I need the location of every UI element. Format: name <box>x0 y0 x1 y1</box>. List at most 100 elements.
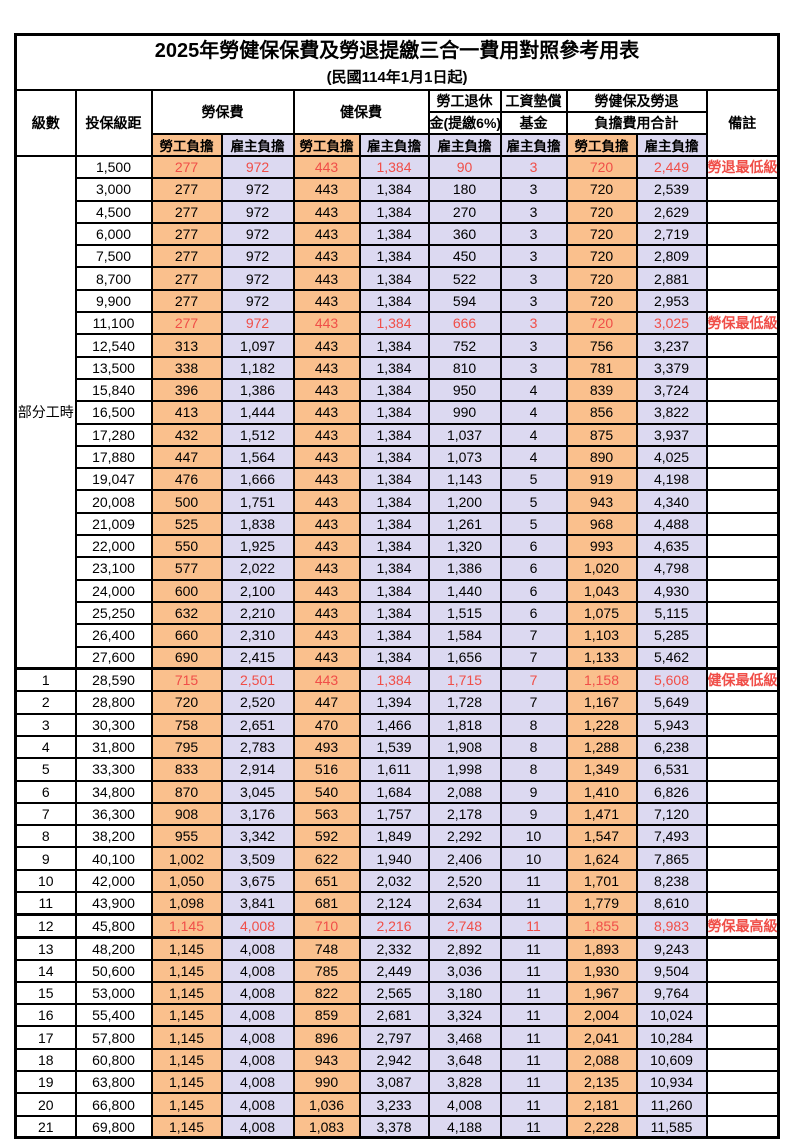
cell-level: 19 <box>14 1070 77 1095</box>
part-time-label-cell: 部分工時 <box>14 155 77 670</box>
cell-total-employer: 8,238 <box>635 868 708 894</box>
cell-total-employee: 1,075 <box>565 600 638 626</box>
cell-labor-employee: 720 <box>150 690 223 715</box>
cell-total-employee: 2,181 <box>565 1092 638 1117</box>
cell-health-employer: 1,757 <box>358 801 430 827</box>
table-row: 21,009 525 1,838 443 1,384 1,261 5 968 4,488 <box>16 511 780 537</box>
cell-pension-employer: 3,036 <box>427 958 502 983</box>
cell-health-employee: 822 <box>292 980 361 1006</box>
cell-labor-employee: 476 <box>150 467 223 492</box>
cell-total-employer: 3,237 <box>635 333 708 358</box>
cell-labor-employee: 277 <box>150 266 223 291</box>
cell-salary: 60,800 <box>74 1047 153 1073</box>
cell-total-employer: 5,608 <box>635 667 708 693</box>
cell-salary: 17,280 <box>74 422 153 447</box>
cell-total-employee: 1,020 <box>565 556 638 581</box>
cell-labor-employee: 1,145 <box>150 1003 223 1028</box>
cell-health-employer: 2,124 <box>358 890 430 916</box>
cell-wage-fund-employer: 8 <box>499 712 568 737</box>
col-header-pension-line2: 金(提繳6%) <box>427 111 502 135</box>
cell-note <box>705 1003 780 1028</box>
cell-salary: 57,800 <box>74 1025 153 1050</box>
cell-wage-fund-employer: 11 <box>499 958 568 983</box>
cell-note <box>705 757 780 782</box>
cell-labor-employer: 4,008 <box>220 1114 295 1139</box>
cell-wage-fund-employer: 11 <box>499 980 568 1006</box>
cell-labor-employee: 277 <box>150 311 223 336</box>
cell-note <box>705 958 780 983</box>
cell-level: 2 <box>14 690 77 715</box>
cell-pension-employer: 1,440 <box>427 578 502 603</box>
cell-note <box>705 511 780 537</box>
cell-pension-employer: 2,892 <box>427 936 502 961</box>
cell-labor-employer: 1,925 <box>220 534 295 559</box>
cell-total-employer: 2,809 <box>635 244 708 269</box>
cell-health-employee: 859 <box>292 1003 361 1028</box>
cell-pension-employer: 1,515 <box>427 600 502 626</box>
cell-pension-employer: 1,728 <box>427 690 502 715</box>
cell-labor-employer: 3,176 <box>220 801 295 827</box>
cell-total-employer: 6,531 <box>635 757 708 782</box>
cell-health-employee: 563 <box>292 801 361 827</box>
cell-salary: 11,100 <box>74 311 153 336</box>
cell-labor-employee: 432 <box>150 422 223 447</box>
cell-note <box>705 824 780 849</box>
cell-total-employee: 1,410 <box>565 779 638 804</box>
cell-labor-employee: 1,145 <box>150 1047 223 1073</box>
cell-total-employee: 756 <box>565 333 638 358</box>
cell-note <box>705 890 780 916</box>
cell-level: 14 <box>14 958 77 983</box>
title-block: 2025年勞健保保費及勞退提繳三合一費用對照參考用表 (民國114年1月1日起) <box>14 33 780 91</box>
cell-labor-employer: 2,415 <box>220 645 295 670</box>
cell-labor-employer: 4,008 <box>220 912 295 939</box>
cell-labor-employer: 4,008 <box>220 958 295 983</box>
cell-note <box>705 1070 780 1095</box>
cell-salary: 16,500 <box>74 400 153 425</box>
cell-wage-fund-employer: 7 <box>499 645 568 670</box>
col-header-wage-fund-line1: 工資墊償 <box>499 89 568 113</box>
cell-note <box>705 645 780 670</box>
cell-pension-employer: 1,386 <box>427 556 502 581</box>
cell-health-employer: 1,466 <box>358 712 430 737</box>
cell-total-employee: 1,471 <box>565 801 638 827</box>
cell-health-employer: 3,233 <box>358 1092 430 1117</box>
cell-health-employee: 443 <box>292 333 361 358</box>
cell-wage-fund-employer: 5 <box>499 511 568 537</box>
cell-pension-employer: 360 <box>427 221 502 247</box>
table-row: 20 66,800 1,145 4,008 1,036 3,233 4,008 11 2,181… <box>14 1092 780 1117</box>
cell-wage-fund-employer: 11 <box>499 1003 568 1028</box>
cell-note <box>705 177 780 202</box>
cell-health-employee: 990 <box>292 1070 361 1095</box>
cell-labor-employer: 972 <box>220 288 295 314</box>
cell-salary: 22,000 <box>74 534 153 559</box>
premium-table: 2025年勞健保保費及勞退提繳三合一費用對照參考用表 (民國114年1月1日起)… <box>14 33 781 1139</box>
cell-health-employer: 1,940 <box>358 846 430 871</box>
cell-labor-employer: 1,182 <box>220 355 295 380</box>
cell-salary: 3,000 <box>74 177 153 202</box>
cell-labor-employee: 1,145 <box>150 936 223 961</box>
cell-health-employer: 1,611 <box>358 757 430 782</box>
cell-health-employer: 2,565 <box>358 980 430 1006</box>
cell-wage-fund-employer: 9 <box>499 779 568 804</box>
cell-level: 5 <box>14 757 77 782</box>
cell-level: 20 <box>14 1092 77 1117</box>
cell-total-employer: 9,243 <box>635 936 708 961</box>
table-row: 7,500 277 972 443 1,384 450 3 720 2,809 <box>16 244 780 269</box>
cell-labor-employer: 1,386 <box>220 377 295 403</box>
cell-labor-employee: 870 <box>150 779 223 804</box>
cell-health-employee: 443 <box>292 578 361 603</box>
cell-health-employee: 540 <box>292 779 361 804</box>
cell-total-employer: 5,649 <box>635 690 708 715</box>
cell-total-employer: 8,983 <box>635 912 708 939</box>
cell-health-employer: 1,384 <box>358 288 430 314</box>
cell-pension-employer: 2,292 <box>427 824 502 849</box>
cell-health-employee: 516 <box>292 757 361 782</box>
cell-salary: 50,600 <box>74 958 153 983</box>
cell-note <box>705 734 780 760</box>
cell-wage-fund-employer: 3 <box>499 244 568 269</box>
table-row: 18 60,800 1,145 4,008 943 2,942 3,648 11 2,088 10… <box>14 1047 780 1073</box>
cell-health-employee: 681 <box>292 890 361 916</box>
cell-salary: 20,008 <box>74 489 153 514</box>
cell-health-employer: 1,384 <box>358 422 430 447</box>
